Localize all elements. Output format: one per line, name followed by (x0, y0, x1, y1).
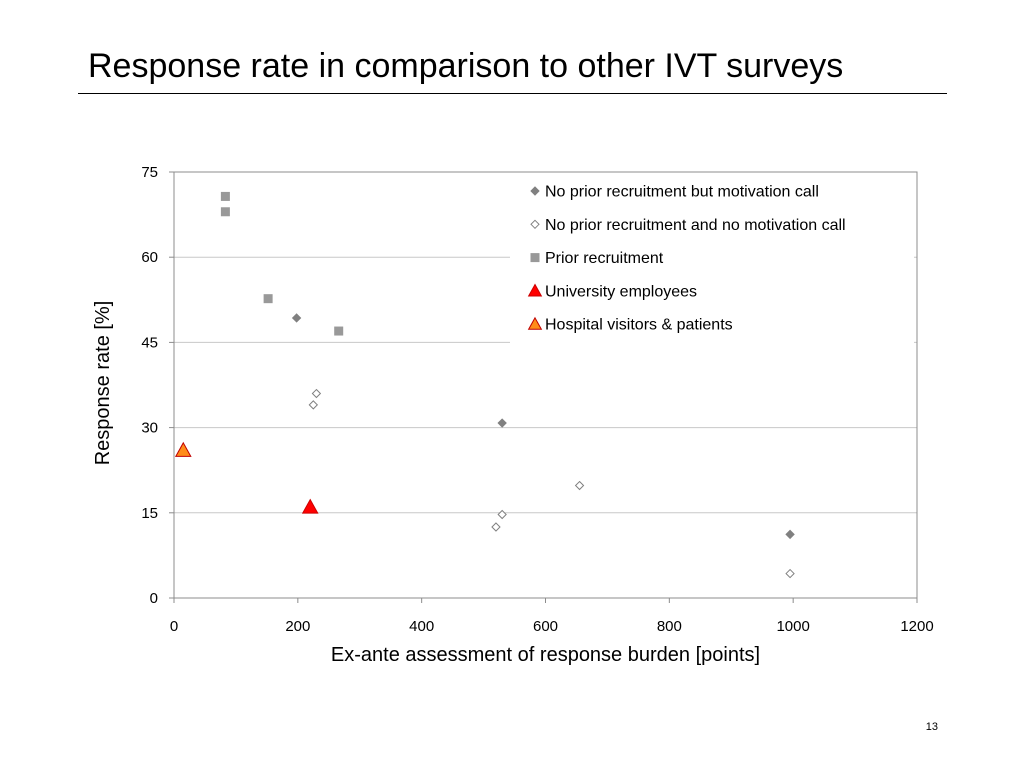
data-point-series-3 (264, 294, 273, 303)
x-tick-label: 1000 (776, 618, 809, 635)
page-number: 13 (926, 721, 938, 733)
data-point-series-4 (303, 500, 318, 514)
legend-label: No prior recruitment but motivation call (545, 184, 819, 201)
data-point-series-2 (498, 511, 506, 519)
data-point-series-1 (293, 314, 301, 322)
legend-label: Prior recruitment (545, 250, 664, 267)
data-point-series-3 (334, 327, 343, 336)
data-point-series-3 (221, 207, 230, 216)
data-point-series-2 (492, 523, 500, 531)
y-axis-title: Response rate [%] (92, 301, 114, 466)
legend-marker (531, 253, 540, 262)
x-tick-label: 200 (285, 618, 310, 635)
data-point-series-5 (176, 443, 191, 457)
legend-label: No prior recruitment and no motivation c… (545, 217, 846, 234)
data-point-series-2 (576, 482, 584, 490)
x-tick-label: 800 (657, 618, 682, 635)
data-point-series-2 (786, 570, 794, 578)
x-tick-label: 400 (409, 618, 434, 635)
y-tick-label: 75 (141, 164, 158, 181)
data-point-series-2 (312, 390, 320, 398)
y-tick-label: 45 (141, 334, 158, 351)
y-tick-label: 30 (141, 420, 158, 437)
data-point-series-2 (309, 401, 317, 409)
y-tick-label: 0 (150, 590, 158, 607)
y-tick-label: 15 (141, 505, 158, 522)
data-point-series-1 (498, 419, 506, 427)
x-tick-label: 0 (170, 618, 178, 635)
data-point-series-3 (221, 192, 230, 201)
legend-label: Hospital visitors & patients (545, 317, 733, 334)
data-point-series-1 (786, 530, 794, 538)
scatter-chart: 0 200 400 600 800 1000 1200 0 15 30 45 60 75 Ex-ante … (0, 0, 1024, 768)
y-tick-label: 60 (141, 249, 158, 266)
x-axis-title: Ex-ante assessment of response burden [p… (331, 644, 760, 666)
legend: No prior recruitment but motivation call… (510, 176, 914, 344)
x-tick-label: 600 (533, 618, 558, 635)
x-tick-label: 1200 (900, 618, 933, 635)
legend-label: University employees (545, 283, 697, 300)
